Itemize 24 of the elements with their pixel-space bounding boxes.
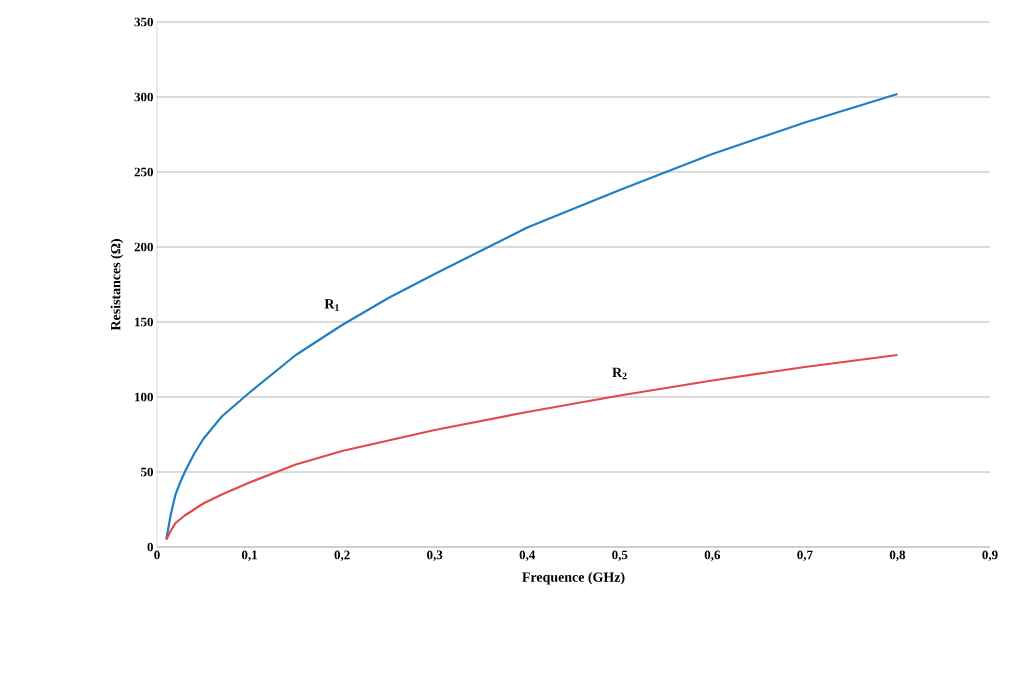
x-tick-label: 0,2 (334, 550, 350, 562)
y-tick-label: 250 (134, 167, 153, 177)
x-tick-label: 0,3 (427, 550, 443, 562)
x-tick-label: 0,8 (889, 550, 906, 562)
y-tick-label: 350 (134, 17, 153, 27)
y-tick-label: 0 (147, 542, 153, 552)
line-series (165, 92, 899, 541)
x-tick-label: 0,5 (612, 550, 628, 562)
x-tick-label: 0 (154, 550, 160, 560)
x-axis-title: Frequence (GHz) (522, 571, 625, 585)
line-series (165, 353, 899, 541)
x-tick-label: 0,4 (519, 550, 536, 562)
x-tick-label: 0,7 (797, 550, 813, 562)
series-label: R$_{1}$ (324, 299, 339, 311)
y-tick-label: 150 (135, 317, 153, 327)
y-tick-label: 300 (134, 92, 153, 102)
y-axis-title: Resistances (Ω) (110, 239, 124, 331)
series-label: R$_{2}$ (612, 367, 627, 380)
y-tick-label: 100 (135, 392, 153, 402)
x-tick-label: 0,6 (704, 550, 721, 562)
y-tick-label: 50 (141, 467, 153, 477)
x-tick-label: 0,1 (241, 550, 257, 562)
y-tick-label: 200 (134, 242, 153, 252)
x-tick-label: 0,9 (982, 550, 998, 562)
